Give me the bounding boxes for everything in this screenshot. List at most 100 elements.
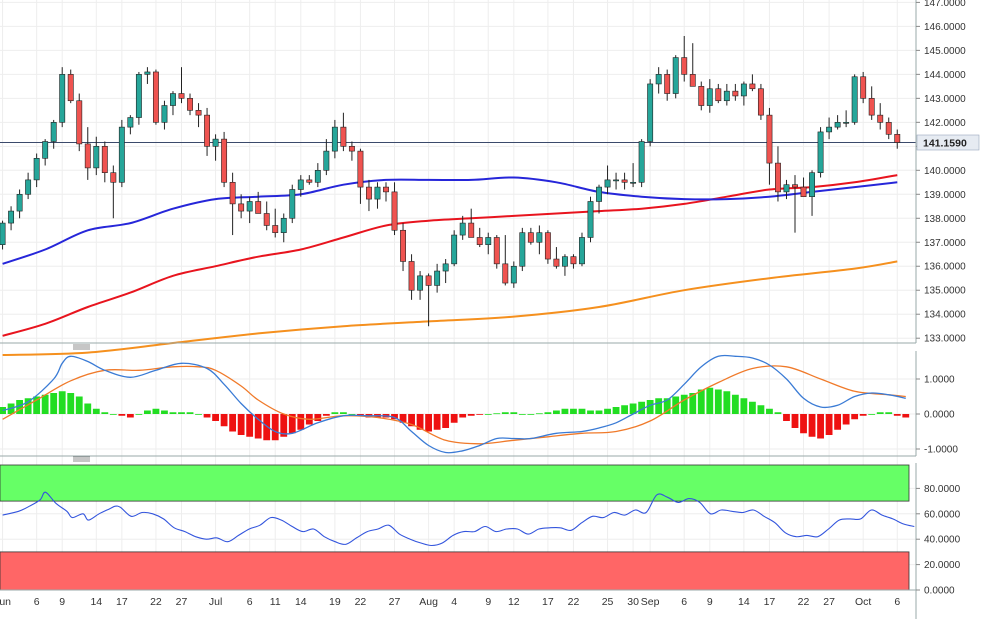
candle	[408, 254, 415, 300]
macd-histogram-bar	[561, 408, 569, 414]
candle-body	[280, 217, 287, 233]
candle-body	[323, 150, 330, 171]
last-price-tag-box	[916, 134, 980, 151]
candle-body	[400, 229, 406, 262]
price-y-tick-label: 135.0000	[924, 286, 966, 297]
candle-body	[826, 126, 833, 133]
candle-body	[425, 275, 432, 286]
macd-histogram-bar	[118, 414, 126, 416]
macd-histogram-bar	[876, 412, 884, 414]
candle	[800, 177, 807, 197]
candle-body	[604, 179, 611, 188]
macd-histogram-bar	[288, 414, 296, 434]
macd-histogram-bar	[723, 391, 731, 414]
candle	[127, 115, 134, 135]
macd-signal-line	[2, 365, 906, 445]
macd-histogram-bar	[595, 410, 603, 414]
sma-slow-line	[2, 260, 898, 356]
pane-resize-handle[interactable]	[73, 344, 90, 350]
candle-body	[485, 237, 492, 245]
candle	[834, 115, 841, 130]
candle	[485, 232, 492, 255]
candle-body	[152, 71, 159, 123]
candle-body	[468, 222, 475, 238]
x-tick-label: 22	[355, 596, 367, 608]
macd-histogram-bar	[459, 414, 467, 418]
candle-body	[0, 222, 6, 245]
candle-body	[16, 193, 23, 212]
macd-histogram-bar	[254, 414, 262, 439]
candle-body	[868, 98, 875, 116]
candle-body	[263, 213, 270, 226]
candle	[110, 165, 117, 219]
macd-histogram-bar	[680, 394, 688, 414]
candle	[0, 220, 6, 250]
candle-body	[698, 86, 705, 106]
macd-histogram-bar	[629, 403, 637, 414]
macd-histogram-bar	[271, 414, 279, 441]
macd-histogram-bar	[518, 414, 526, 415]
candle-body	[630, 181, 637, 184]
macd-histogram-bar	[902, 414, 910, 418]
macd-histogram-bar	[510, 412, 518, 414]
macd-histogram-bar	[339, 412, 347, 414]
candle-body	[246, 201, 253, 212]
macd-histogram-bar	[604, 408, 611, 414]
candle-body	[493, 237, 500, 265]
macd-histogram-bar	[41, 394, 49, 414]
candle-body	[366, 186, 372, 200]
price-y-tick-label: 143.0000	[924, 94, 966, 105]
candle	[246, 196, 253, 224]
macd-histogram-bar	[578, 408, 586, 414]
candle	[42, 139, 49, 166]
pane-frames	[0, 0, 917, 619]
x-tick-label: 30	[627, 596, 639, 608]
x-tick-label: 22	[568, 596, 580, 608]
rsi-oversold-zone	[0, 551, 910, 591]
candle-body	[851, 76, 858, 123]
macd-histogram-bar	[612, 407, 620, 414]
candle-body	[596, 186, 602, 202]
x-tick-label: 12	[508, 596, 520, 608]
macd-histogram-bar	[237, 414, 245, 435]
candle-body	[672, 57, 679, 94]
candle-body	[340, 126, 347, 147]
candle	[366, 179, 372, 212]
candle-body	[809, 172, 815, 197]
price-y-tick-label: 139.0000	[924, 190, 966, 201]
macd-histogram-bar	[152, 408, 160, 414]
candle	[561, 254, 568, 276]
macd-histogram-bar	[75, 396, 83, 414]
macd-y-tick-label: 1.0000	[924, 375, 955, 386]
candle-body	[834, 122, 841, 128]
pane-resize-handles[interactable]	[73, 344, 90, 462]
candle-body	[8, 210, 15, 224]
candle	[664, 69, 671, 101]
x-tick-label: 11	[270, 596, 281, 608]
candle-body	[93, 146, 100, 169]
x-tick-label: 27	[389, 596, 401, 608]
macd-histogram-bar	[535, 413, 543, 415]
candle	[826, 117, 833, 140]
candle-body	[800, 186, 807, 197]
macd-histogram-bar	[638, 401, 646, 414]
candle	[187, 93, 193, 116]
macd-histogram-bar	[553, 410, 560, 414]
candle-body	[519, 232, 526, 267]
candle	[152, 69, 159, 125]
candle-body	[374, 186, 381, 200]
macd-histogram-bar	[748, 401, 756, 414]
price-y-tick-label: 134.0000	[924, 310, 966, 321]
candle-body	[383, 186, 389, 193]
candle	[536, 225, 543, 255]
candle	[757, 83, 764, 120]
pane-resize-handle[interactable]	[73, 456, 90, 462]
candle-body	[885, 122, 892, 135]
candle-body	[204, 114, 211, 147]
candle-body	[289, 189, 296, 219]
candle	[877, 103, 884, 130]
rsi-y-tick-label: 60.0000	[924, 509, 961, 520]
macd-histogram-bar	[322, 414, 330, 416]
candle	[391, 182, 398, 236]
candle	[630, 163, 637, 188]
